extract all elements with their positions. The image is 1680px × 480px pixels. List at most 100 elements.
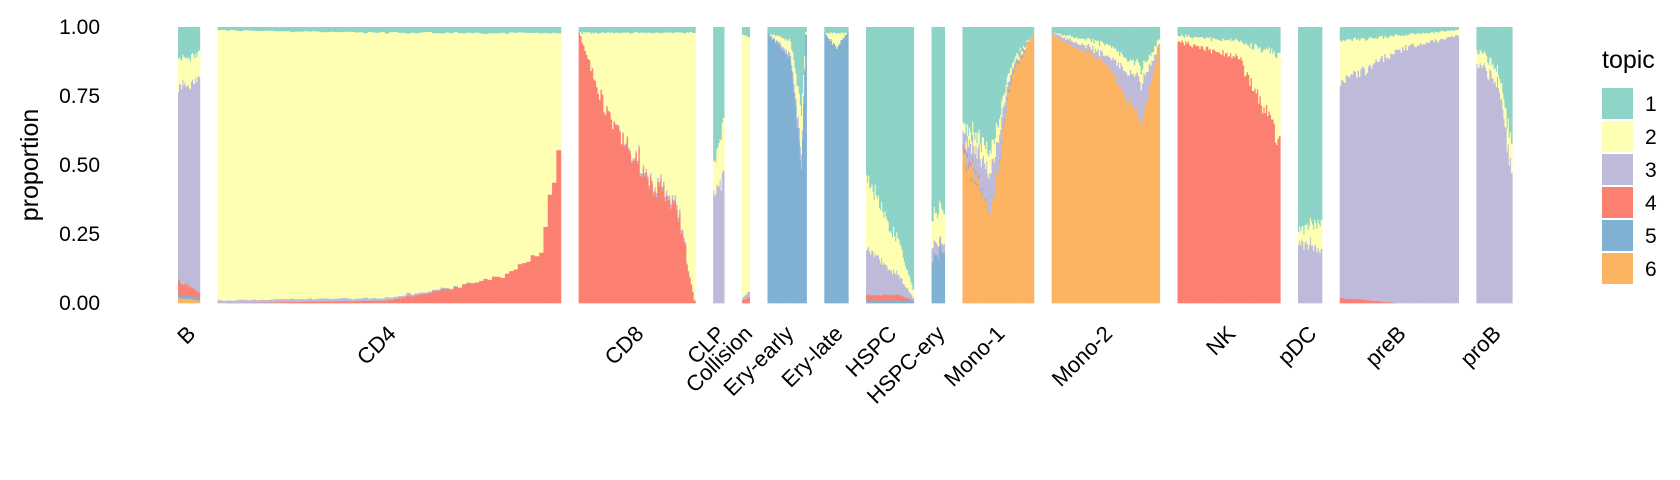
y-tick-label: 0.00 bbox=[59, 292, 100, 315]
bar-segment-topic-4 bbox=[269, 302, 274, 304]
bar-segment-topic-4 bbox=[1387, 301, 1390, 304]
bar-segment-topic-3 bbox=[780, 44, 783, 49]
bar-segment-topic-5 bbox=[888, 300, 891, 304]
bar-segment-topic-1 bbox=[1388, 27, 1391, 37]
bar-segment-topic-4 bbox=[601, 94, 604, 304]
bar-segment-topic-6 bbox=[184, 298, 187, 304]
bar-segment-topic-1 bbox=[895, 27, 897, 242]
bar-segment-topic-1 bbox=[1298, 27, 1300, 232]
bar-segment-topic-3 bbox=[346, 298, 352, 302]
bar-segment-topic-4 bbox=[192, 287, 194, 297]
bar-segment-topic-2 bbox=[1132, 59, 1135, 74]
bar-segment-topic-1 bbox=[354, 27, 360, 33]
bar-segment-topic-2 bbox=[1495, 71, 1498, 88]
bar-segment-topic-2 bbox=[1100, 40, 1103, 51]
bar-segment-topic-3 bbox=[431, 289, 437, 292]
bar-segment-topic-1 bbox=[1249, 27, 1252, 49]
bar-segment-topic-1 bbox=[1267, 27, 1270, 50]
bar-segment-topic-1 bbox=[1427, 27, 1430, 34]
bar-segment-topic-2 bbox=[371, 32, 377, 299]
bar-segment-topic-2 bbox=[1101, 41, 1104, 52]
bar-segment-topic-2 bbox=[1223, 40, 1226, 57]
bar-segment-topic-1 bbox=[1436, 27, 1439, 33]
bar-segment-topic-1 bbox=[1199, 27, 1202, 38]
bar-segment-topic-2 bbox=[835, 32, 837, 47]
bar-segment-topic-1 bbox=[1214, 27, 1217, 40]
bar-segment-topic-3 bbox=[1081, 43, 1084, 50]
bar-segment-topic-2 bbox=[1224, 40, 1227, 54]
bar-segment-topic-4 bbox=[645, 172, 648, 304]
bar-segment-topic-4 bbox=[896, 294, 898, 301]
bar-segment-topic-1 bbox=[1254, 27, 1257, 44]
bar-segment-topic-1 bbox=[1029, 27, 1032, 41]
bar-segment-topic-2 bbox=[1397, 35, 1400, 50]
bar-segment-topic-1 bbox=[1247, 27, 1250, 46]
bar-segment-topic-2 bbox=[1183, 37, 1186, 46]
bar-segment-topic-2 bbox=[825, 32, 828, 35]
bar-segment-topic-1 bbox=[1088, 27, 1090, 38]
bar-segment-topic-3 bbox=[934, 241, 937, 256]
bar-segment-topic-3 bbox=[1366, 72, 1369, 301]
bar-segment-topic-3 bbox=[607, 110, 610, 112]
bar-segment-topic-4 bbox=[746, 298, 748, 304]
bar-segment-topic-3 bbox=[786, 53, 789, 59]
bar-segment-topic-3 bbox=[674, 195, 677, 201]
bar-segment-topic-3 bbox=[1443, 39, 1446, 304]
bar-segment-topic-4 bbox=[1198, 45, 1200, 304]
bar-segment-topic-2 bbox=[1195, 37, 1198, 47]
bar-segment-topic-5 bbox=[801, 139, 804, 304]
bar-segment-topic-1 bbox=[1084, 27, 1086, 39]
bar-segment-topic-6 bbox=[1026, 43, 1028, 304]
bar-segment-topic-4 bbox=[580, 35, 583, 304]
bar-segment-topic-4 bbox=[597, 93, 600, 304]
legend-label-topic-4: 4 bbox=[1645, 192, 1657, 215]
bar-segment-topic-1 bbox=[890, 27, 893, 234]
bar-segment-topic-2 bbox=[622, 32, 625, 133]
bar-segment-topic-4 bbox=[1230, 52, 1232, 304]
bar-segment-topic-4 bbox=[1345, 298, 1348, 304]
bar-segment-topic-1 bbox=[185, 27, 188, 58]
bar-segment-topic-1 bbox=[1482, 27, 1485, 54]
bar-segment-topic-2 bbox=[1259, 46, 1262, 97]
bar-segment-topic-4 bbox=[1361, 299, 1365, 304]
bar-segment-topic-2 bbox=[785, 38, 788, 50]
bar-segment-topic-1 bbox=[1422, 27, 1425, 33]
bar-segment-topic-6 bbox=[1006, 99, 1009, 304]
bar-segment-topic-1 bbox=[832, 27, 835, 33]
bar-segment-topic-1 bbox=[682, 27, 685, 33]
bar-segment-topic-4 bbox=[180, 283, 182, 297]
bar-segment-topic-2 bbox=[397, 32, 403, 297]
bar-segment-topic-1 bbox=[1450, 27, 1454, 30]
bar-segment-topic-4 bbox=[599, 99, 602, 304]
bar-segment-topic-1 bbox=[1351, 27, 1354, 42]
bar-segment-topic-3 bbox=[619, 130, 622, 133]
bar-segment-topic-4 bbox=[667, 200, 670, 304]
bar-segment-topic-3 bbox=[384, 297, 390, 301]
bar-segment-topic-2 bbox=[406, 33, 412, 293]
bar-segment-topic-6 bbox=[1141, 119, 1144, 304]
bar-segment-topic-3 bbox=[1132, 73, 1135, 105]
bar-segment-topic-2 bbox=[1492, 63, 1495, 79]
bar-segment-topic-3 bbox=[783, 47, 786, 52]
bar-segment-topic-3 bbox=[406, 292, 412, 296]
bar-segment-topic-4 bbox=[423, 293, 429, 304]
bar-segment-topic-2 bbox=[902, 257, 905, 285]
bar-segment-topic-2 bbox=[1409, 33, 1412, 46]
bar-segment-topic-1 bbox=[651, 27, 654, 33]
bar-segment-topic-4 bbox=[1236, 55, 1239, 304]
bar-segment-topic-6 bbox=[1000, 158, 1002, 304]
bar-segment-topic-2 bbox=[790, 41, 792, 57]
bar-segment-topic-5 bbox=[901, 300, 904, 304]
bar-segment-topic-5 bbox=[781, 50, 784, 304]
bar-segment-topic-1 bbox=[1108, 27, 1111, 46]
bar-segment-topic-2 bbox=[1061, 34, 1064, 38]
bar-segment-topic-1 bbox=[1065, 27, 1068, 37]
bar-segment-topic-3 bbox=[1448, 36, 1451, 304]
bar-segment-topic-2 bbox=[487, 32, 493, 280]
bar-segment-topic-2 bbox=[1228, 40, 1231, 57]
bar-segment-topic-1 bbox=[184, 27, 187, 58]
bar-segment-topic-2 bbox=[968, 127, 971, 140]
bar-segment-topic-1 bbox=[196, 27, 199, 58]
bar-segment-topic-5 bbox=[963, 150, 966, 154]
bar-segment-topic-2 bbox=[905, 268, 908, 289]
